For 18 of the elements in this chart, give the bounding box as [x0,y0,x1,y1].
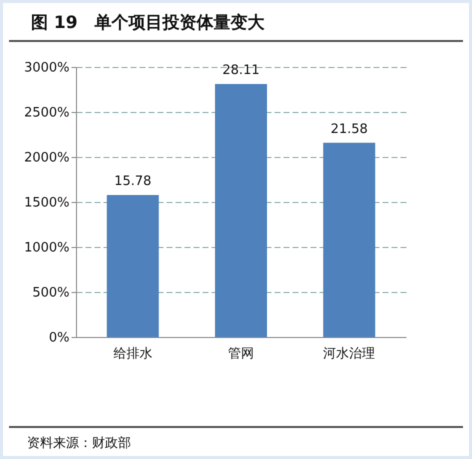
y-tick-label: 500% [32,286,70,300]
y-tick-label: 2000% [24,150,70,166]
data-label: 15.78 [114,174,152,189]
data-label: 21.58 [330,122,368,137]
bar [323,142,376,337]
bar [215,84,267,337]
y-tick-label: 2500% [24,106,70,120]
data-label: 28.11 [222,63,260,78]
y-tick-label: 0% [48,330,70,346]
bar [106,194,159,337]
y-tick-label: 1000% [24,240,70,256]
x-tick-label: 给排水 [113,346,152,362]
text: 资料来源：财政部 [9,426,463,452]
y-tick-label: 1500% [24,196,70,210]
x-tick-label: 河水治理 [323,346,376,362]
chart-title: 图 19 单个项目投资体量变大 [9,3,463,42]
y-tick-label: 3000% [24,60,70,76]
x-tick-label: 管网 [228,346,254,362]
